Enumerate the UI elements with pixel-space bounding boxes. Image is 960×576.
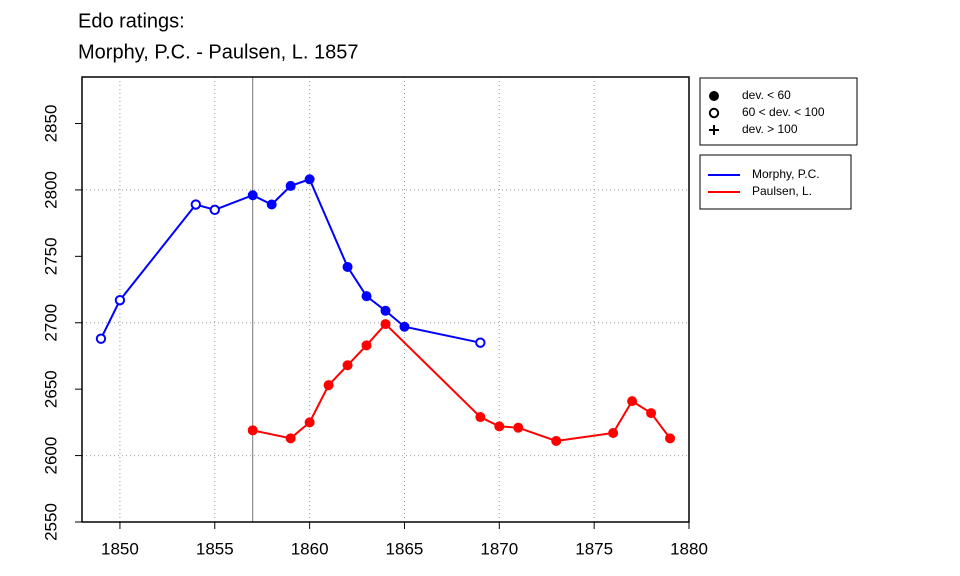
data-point — [304, 174, 315, 185]
legend-box — [699, 77, 858, 146]
legend-label: 60 < dev. < 100 — [742, 105, 825, 119]
x-tick-label: 1855 — [196, 539, 234, 558]
chart-title: Edo ratings: — [78, 10, 185, 32]
data-point — [399, 321, 410, 332]
legend-symbol — [708, 107, 720, 119]
data-point — [608, 428, 619, 438]
data-point — [475, 412, 486, 423]
data-point — [646, 408, 657, 419]
data-point — [665, 433, 676, 444]
legend-symbol — [709, 125, 719, 135]
y-tick-label: 2750 — [41, 237, 60, 275]
data-point — [323, 380, 334, 391]
y-tick-label: 2550 — [41, 503, 60, 541]
legend-box — [699, 154, 852, 210]
data-point — [209, 204, 220, 216]
x-tick-label: 1875 — [575, 539, 613, 558]
data-point — [627, 396, 638, 407]
data-point — [380, 319, 391, 330]
data-point — [513, 422, 524, 433]
plot-frame — [81, 76, 690, 523]
x-tick-label: 1850 — [101, 539, 139, 558]
y-tick-label: 2850 — [41, 105, 60, 143]
data-point — [114, 294, 126, 306]
data-point — [342, 360, 353, 371]
series-line — [100, 178, 481, 344]
data-point — [342, 261, 353, 272]
legend-label: Paulsen, L. — [752, 184, 812, 198]
legend-label: Morphy, P.C. — [752, 167, 820, 181]
data-point — [285, 180, 296, 191]
data-point — [494, 421, 505, 432]
data-point — [475, 337, 486, 348]
y-tick-label: 2700 — [41, 304, 60, 342]
data-point — [247, 425, 258, 436]
x-tick-label: 1860 — [291, 539, 329, 558]
data-point — [190, 199, 202, 210]
data-point — [380, 305, 391, 316]
data-point — [95, 333, 107, 344]
x-tick-label: 1870 — [480, 539, 518, 558]
data-point — [361, 340, 372, 351]
series-line — [252, 322, 671, 442]
x-tick-label: 1865 — [386, 539, 424, 558]
y-tick-label: 2800 — [41, 171, 60, 209]
x-tick-label: 1880 — [670, 539, 708, 558]
y-tick-label: 2650 — [41, 370, 60, 408]
legend-symbol — [709, 91, 719, 101]
data-point — [304, 417, 315, 428]
data-point — [247, 190, 258, 201]
data-point — [266, 199, 277, 210]
data-point — [551, 435, 562, 446]
legend-label: dev. > 100 — [742, 122, 798, 136]
data-point — [361, 291, 372, 302]
chart-subtitle: Morphy, P.C. - Paulsen, L. 1857 — [78, 41, 359, 63]
y-tick-label: 2600 — [41, 437, 60, 475]
data-point — [285, 433, 296, 444]
legend-label: dev. < 60 — [742, 88, 791, 102]
